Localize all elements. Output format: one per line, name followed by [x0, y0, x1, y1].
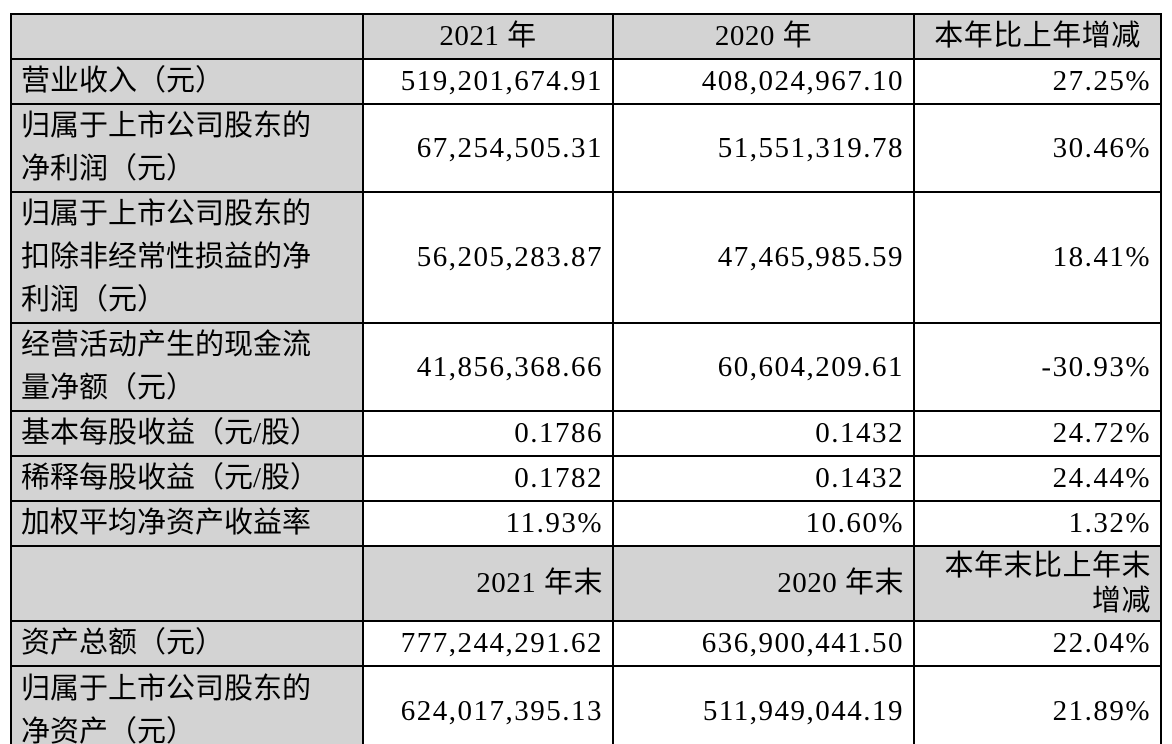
change-value: 24.44%	[913, 455, 1162, 502]
table-row-operating-revenue: 营业收入（元） 519,201,674.91 408,024,967.10 27…	[10, 58, 1162, 105]
value-2020: 0.1432	[612, 455, 915, 502]
change-value: 30.46%	[913, 103, 1162, 193]
value-2021: 41,856,368.66	[362, 322, 614, 412]
change-value: 21.89%	[913, 665, 1162, 744]
value-2021: 11.93%	[362, 500, 614, 547]
column-header-2021-year-end: 2021 年末	[362, 545, 614, 622]
year-end-header-row: 2021 年末 2020 年末 本年末比上年末 增减	[10, 545, 1162, 622]
value-2020: 60,604,209.61	[612, 322, 915, 412]
metric-label: 归属于上市公司股东的 净利润（元）	[10, 103, 364, 193]
value-2020: 511,949,044.19	[612, 665, 915, 744]
metric-label: 归属于上市公司股东的 净资产（元）	[10, 665, 364, 744]
table-row-net-profit-excl-nonrecurring: 归属于上市公司股东的 扣除非经常性损益的净 利润（元） 56,205,283.8…	[10, 191, 1162, 324]
change-value: 22.04%	[913, 620, 1162, 667]
change-value: -30.93%	[913, 322, 1162, 412]
column-header-2020: 2020 年	[612, 13, 915, 60]
value-2020: 636,900,441.50	[612, 620, 915, 667]
table-row-weighted-avg-roe: 加权平均净资产收益率 11.93% 10.60% 1.32%	[10, 500, 1162, 547]
table-row-net-profit: 归属于上市公司股东的 净利润（元） 67,254,505.31 51,551,3…	[10, 103, 1162, 193]
value-2020: 10.60%	[612, 500, 915, 547]
column-header-year-end-change: 本年末比上年末 增减	[913, 545, 1162, 622]
value-2021: 777,244,291.62	[362, 620, 614, 667]
change-value: 1.32%	[913, 500, 1162, 547]
value-2021: 67,254,505.31	[362, 103, 614, 193]
column-header-change: 本年比上年增减	[913, 13, 1162, 60]
change-value: 24.72%	[913, 410, 1162, 457]
metric-label: 基本每股收益（元/股）	[10, 410, 364, 457]
period-header-row: 2021 年 2020 年 本年比上年增减	[10, 13, 1162, 60]
metric-label: 经营活动产生的现金流 量净额（元）	[10, 322, 364, 412]
change-value: 27.25%	[913, 58, 1162, 105]
metric-label: 营业收入（元）	[10, 58, 364, 105]
table-row-total-assets: 资产总额（元） 777,244,291.62 636,900,441.50 22…	[10, 620, 1162, 667]
value-2020: 47,465,985.59	[612, 191, 915, 324]
column-header-2021: 2021 年	[362, 13, 614, 60]
value-2021: 0.1782	[362, 455, 614, 502]
metric-label: 归属于上市公司股东的 扣除非经常性损益的净 利润（元）	[10, 191, 364, 324]
financial-summary-table: 2021 年 2020 年 本年比上年增减 营业收入（元） 519,201,67…	[10, 13, 1162, 744]
value-2021: 519,201,674.91	[362, 58, 614, 105]
value-2021: 56,205,283.87	[362, 191, 614, 324]
change-value: 18.41%	[913, 191, 1162, 324]
corner-cell	[10, 545, 364, 622]
value-2021: 0.1786	[362, 410, 614, 457]
value-2020: 408,024,967.10	[612, 58, 915, 105]
column-header-2020-year-end: 2020 年末	[612, 545, 915, 622]
table-row-diluted-eps: 稀释每股收益（元/股） 0.1782 0.1432 24.44%	[10, 455, 1162, 502]
value-2020: 0.1432	[612, 410, 915, 457]
table-row-net-assets: 归属于上市公司股东的 净资产（元） 624,017,395.13 511,949…	[10, 665, 1162, 744]
table-row-operating-cash-flow: 经营活动产生的现金流 量净额（元） 41,856,368.66 60,604,2…	[10, 322, 1162, 412]
value-2021: 624,017,395.13	[362, 665, 614, 744]
value-2020: 51,551,319.78	[612, 103, 915, 193]
metric-label: 资产总额（元）	[10, 620, 364, 667]
corner-cell	[10, 13, 364, 60]
metric-label: 稀释每股收益（元/股）	[10, 455, 364, 502]
table-row-basic-eps: 基本每股收益（元/股） 0.1786 0.1432 24.72%	[10, 410, 1162, 457]
metric-label: 加权平均净资产收益率	[10, 500, 364, 547]
